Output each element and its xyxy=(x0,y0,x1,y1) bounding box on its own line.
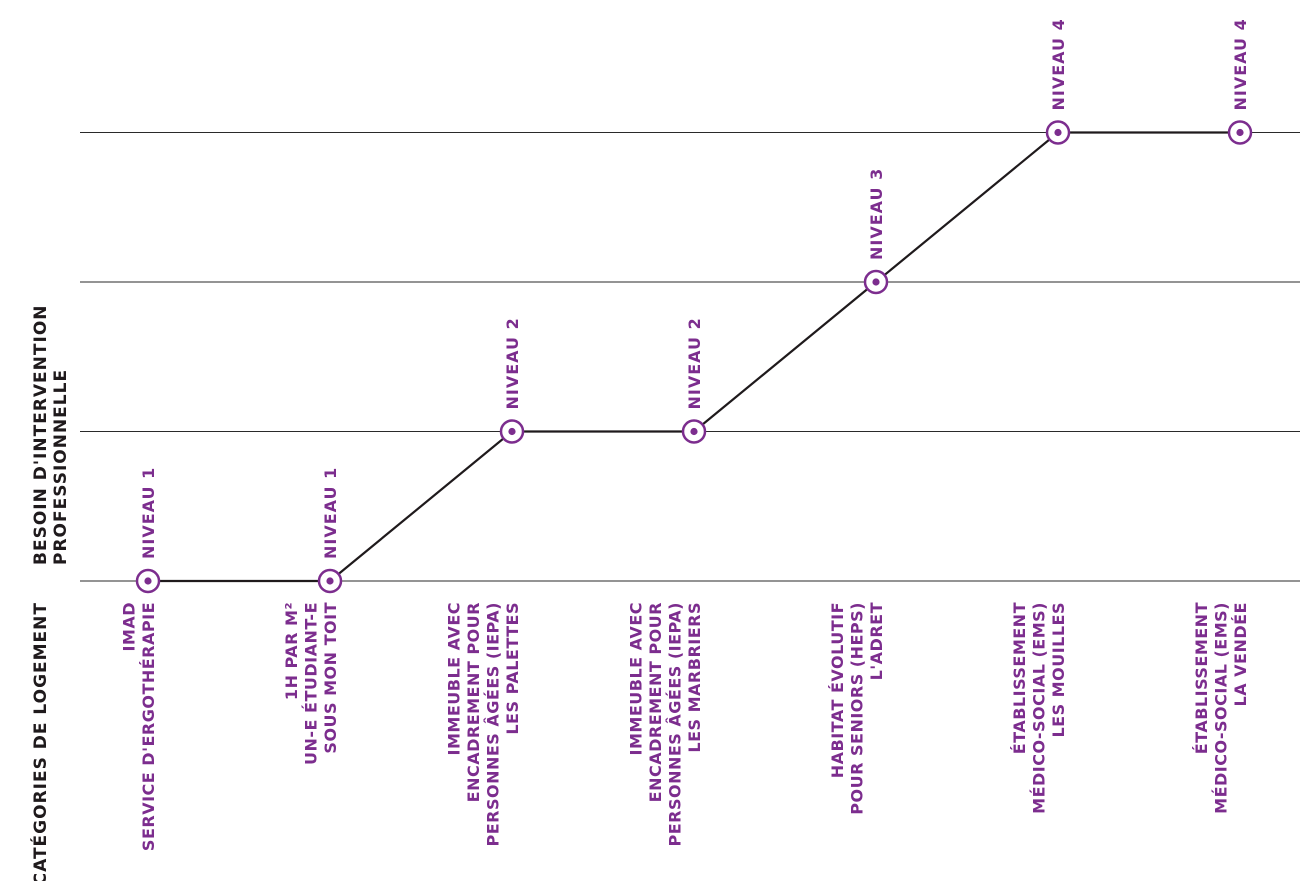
category-label-line: LA VENDÉE xyxy=(1231,602,1250,707)
marker-dot xyxy=(144,577,152,585)
category-label-line: IMAD xyxy=(120,602,139,652)
marker-dot xyxy=(1236,128,1244,137)
category-label-line: IMMEUBLE AVEC xyxy=(445,602,464,755)
marker-dot xyxy=(1054,128,1062,137)
category-label-line: PERSONNES ÂGÉES (IEPA) xyxy=(484,602,503,847)
category-label-line: SERVICE D'ERGOTHÉRAPIE xyxy=(139,602,158,851)
markers xyxy=(135,120,1253,594)
point-label: NIVEAU 2 xyxy=(503,317,522,409)
category-label: IMMEUBLE AVEC ENCADREMENT POUR PERSONNES Â… xyxy=(627,602,705,847)
category-label-line: MÉDICO-SOCIAL (EMS) xyxy=(1030,602,1049,814)
point-label: NIVEAU 1 xyxy=(321,467,340,559)
y-axis-title-line: BESOIN D'INTERVENTION xyxy=(31,304,51,565)
category-label-line: IMMEUBLE AVEC xyxy=(627,602,646,755)
category-label: 1H PAR M² UN-E ÉTUDIANT-E SOUS MON TOIT xyxy=(282,602,340,765)
category-label-line: PERSONNES ÂGÉES (IEPA) xyxy=(666,602,685,847)
category-label-line: HABITAT ÉVOLUTIF xyxy=(828,602,847,778)
point-label: NIVEAU 3 xyxy=(867,168,886,260)
category-label: HABITAT ÉVOLUTIF POUR SENIORS (HEPS) L'ADR… xyxy=(828,602,886,815)
category-label-line: 1H PAR M² xyxy=(282,602,301,700)
category-label-line: UN-E ÉTUDIANT-E xyxy=(302,602,321,765)
category-label-line: LES MOUILLES xyxy=(1049,602,1068,738)
marker-dot xyxy=(508,427,516,436)
category-label-line: ÉTABLISSEMENT xyxy=(1010,602,1029,754)
category-label-line: L'ADRET xyxy=(867,602,886,680)
category-label-line: POUR SENIORS (HEPS) xyxy=(848,602,867,815)
axis-titles: CATÉGORIES DE LOGEMENT BESOIN D'INTERVENT… xyxy=(29,304,71,881)
category-label-line: MÉDICO-SOCIAL (EMS) xyxy=(1212,602,1231,814)
category-label-line: ENCADREMENT POUR xyxy=(646,602,665,802)
data-point xyxy=(863,269,889,295)
point-label: NIVEAU 4 xyxy=(1231,18,1250,110)
data-point xyxy=(499,419,525,444)
category-label-line: ÉTABLISSEMENT xyxy=(1192,602,1211,754)
category-label-line: ENCADREMENT POUR xyxy=(464,602,483,802)
data-point xyxy=(135,568,161,594)
marker-dot xyxy=(872,278,880,286)
category-label-line: SOUS MON TOIT xyxy=(321,602,340,754)
point-label: NIVEAU 1 xyxy=(139,467,158,559)
category-label-line: LES PALETTES xyxy=(503,602,522,735)
data-point xyxy=(1045,120,1071,145)
category-label-line: LES MARBRIERS xyxy=(685,602,704,753)
data-point xyxy=(681,419,707,444)
x-axis-title: CATÉGORIES DE LOGEMENT xyxy=(29,602,51,881)
marker-dot xyxy=(326,577,334,585)
category-label: IMAD SERVICE D'ERGOTHÉRAPIE xyxy=(120,602,159,851)
point-label: NIVEAU 4 xyxy=(1049,18,1068,110)
category-label: ÉTABLISSEMENT MÉDICO-SOCIAL (EMS) LES MOUI… xyxy=(1010,602,1068,814)
category-label: ÉTABLISSEMENT MÉDICO-SOCIAL (EMS) LA VENDÉ… xyxy=(1192,602,1250,814)
y-axis-title-line: PROFESSIONNELLE xyxy=(51,369,71,565)
point-label: NIVEAU 2 xyxy=(685,317,704,409)
labels: NIVEAU 1 NIVEAU 1 NIVEAU 2 NIVEAU 2 NIVEAU 3… xyxy=(120,18,1251,851)
data-point xyxy=(1227,120,1253,145)
data-point xyxy=(317,568,343,594)
category-label: IMMEUBLE AVEC ENCADREMENT POUR PERSONNES Â… xyxy=(445,602,523,847)
marker-dot xyxy=(690,427,698,436)
